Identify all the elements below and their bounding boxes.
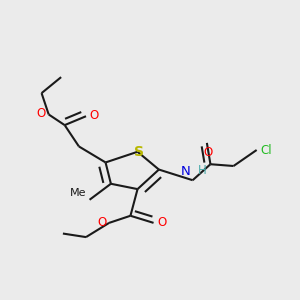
Text: O: O: [36, 106, 45, 119]
Text: O: O: [157, 216, 167, 229]
Text: S: S: [134, 145, 144, 159]
Text: O: O: [203, 146, 212, 159]
Text: H: H: [198, 164, 207, 177]
Text: N: N: [181, 165, 191, 178]
Text: Cl: Cl: [260, 144, 272, 157]
Text: O: O: [90, 109, 99, 122]
Text: Me: Me: [70, 188, 86, 198]
Text: O: O: [97, 216, 106, 229]
